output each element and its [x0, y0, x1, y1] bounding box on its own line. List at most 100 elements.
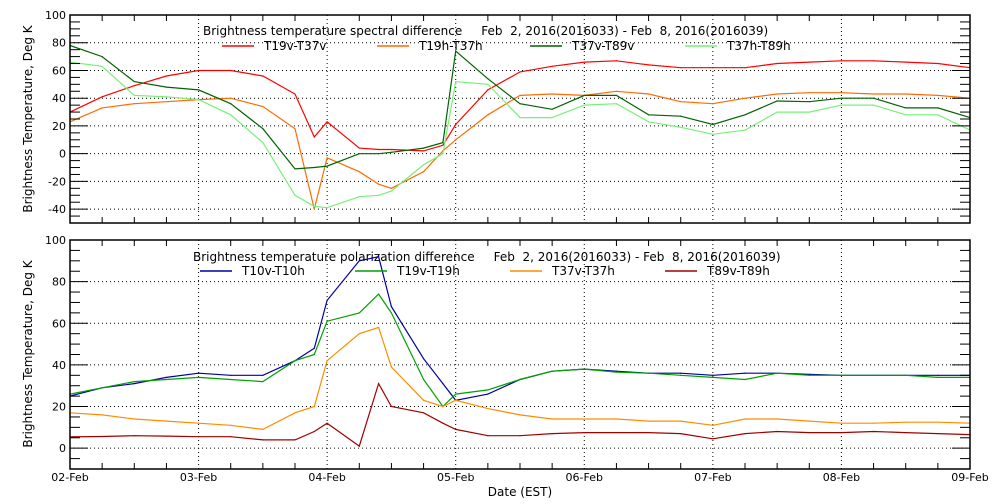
data-point [313, 166, 315, 169]
data-point [744, 97, 746, 99]
data-point [905, 421, 907, 423]
data-point [937, 421, 939, 423]
data-point [197, 372, 200, 374]
data-point [422, 412, 425, 414]
y-axis-label: Brightness Temperature, Deg K [21, 259, 35, 447]
data-point [390, 151, 393, 153]
data-point [840, 92, 843, 94]
data-point [133, 435, 135, 437]
data-point [262, 428, 264, 431]
data-point [358, 333, 360, 335]
data-point [487, 78, 489, 80]
data-point [808, 61, 810, 63]
data-point [487, 114, 489, 116]
data-point [377, 326, 380, 329]
data-point [313, 405, 315, 408]
y-tick-label: 60 [52, 64, 66, 77]
data-point [680, 374, 682, 376]
data-point [905, 431, 907, 434]
data-point [712, 438, 714, 440]
data-point [455, 50, 457, 52]
data-point [422, 358, 425, 360]
data-point [455, 123, 457, 126]
data-point [133, 380, 135, 383]
y-tick-label: 80 [52, 37, 66, 50]
data-point [358, 196, 360, 198]
data-point [165, 101, 168, 103]
data-point [455, 399, 457, 401]
data-point [455, 139, 457, 141]
data-point [744, 418, 746, 420]
y-tick-label: -40 [48, 203, 66, 216]
data-point [519, 71, 521, 73]
data-point [358, 171, 360, 173]
series-line-t10v-t10h [69, 255, 970, 401]
chart-title: Brightness temperature polarization diff… [193, 250, 781, 264]
legend-label: T37v-T37h [551, 264, 615, 278]
data-point [133, 85, 135, 87]
data-point [455, 428, 457, 431]
data-point [390, 312, 393, 314]
data-point [615, 103, 618, 105]
data-point [615, 370, 618, 372]
data-point [680, 101, 682, 103]
data-point [937, 433, 939, 435]
data-point [455, 393, 457, 395]
data-point [326, 360, 328, 362]
legend-label: T19v-T37v [263, 39, 326, 53]
data-point [326, 207, 328, 209]
data-point [647, 420, 650, 422]
data-point [165, 376, 168, 378]
data-point [647, 372, 650, 374]
x-tick-label: 03-Feb [180, 471, 217, 484]
data-point [101, 65, 103, 67]
data-point [442, 153, 444, 155]
data-point [647, 64, 650, 66]
data-point [377, 256, 380, 258]
data-point [262, 439, 264, 441]
data-point [487, 89, 489, 91]
data-point [326, 422, 328, 424]
data-point [197, 436, 200, 438]
y-tick-label: 100 [45, 9, 66, 22]
data-point [551, 370, 553, 372]
data-point [647, 431, 650, 434]
chart-title: Brightness temperature spectral differen… [203, 24, 768, 38]
data-point [197, 422, 200, 424]
data-point [840, 431, 843, 434]
data-point [487, 83, 489, 85]
data-point [647, 121, 650, 123]
data-point [377, 153, 380, 155]
data-point [615, 371, 618, 373]
data-point [712, 374, 714, 376]
data-point [776, 111, 778, 113]
data-point [840, 97, 843, 99]
data-point [165, 378, 168, 381]
data-point [358, 260, 360, 262]
data-point [326, 165, 328, 167]
data-point [197, 69, 200, 72]
y-tick-label: 100 [45, 234, 66, 247]
data-point [262, 141, 264, 144]
data-point [262, 105, 264, 108]
data-point [230, 424, 232, 426]
data-point [937, 374, 939, 376]
data-point [313, 208, 315, 210]
legend-label: T37h-T89h [726, 39, 791, 53]
data-point [390, 405, 393, 408]
data-point [712, 424, 714, 426]
data-point [744, 114, 746, 116]
data-point [583, 61, 585, 63]
data-point [776, 100, 778, 102]
data-point [390, 306, 393, 308]
data-point [101, 414, 103, 416]
data-point [519, 103, 521, 105]
data-point [313, 353, 315, 356]
data-point [937, 114, 939, 116]
data-point [583, 94, 585, 97]
data-point [744, 129, 746, 131]
legend-label: T19h-T37h [418, 39, 483, 53]
y-tick-label: 20 [52, 401, 66, 414]
data-point [101, 96, 103, 98]
